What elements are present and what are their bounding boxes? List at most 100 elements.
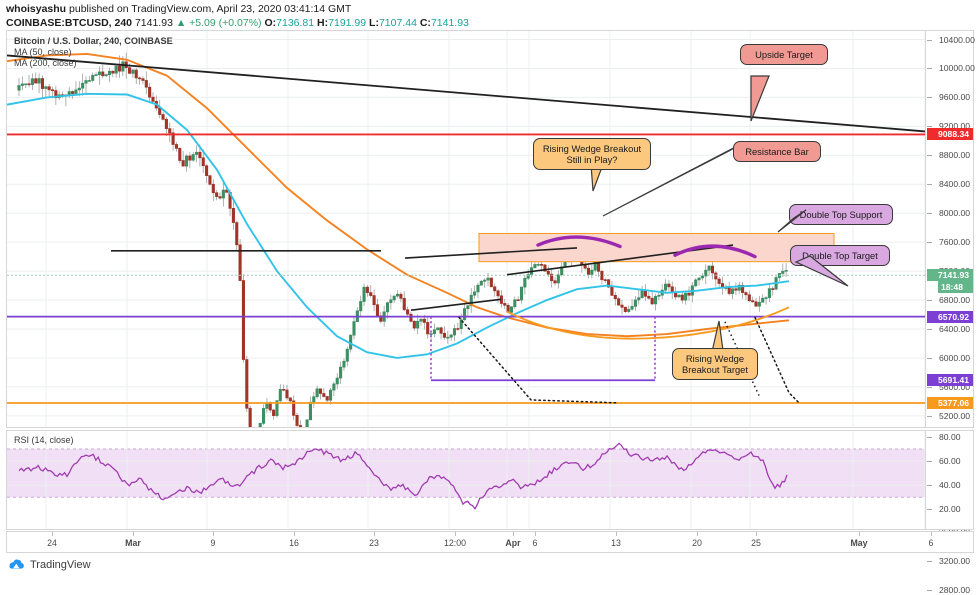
price-axis[interactable]: 10400.00 10000.00 9600.00 9200.00 8800.00 840… — [926, 30, 975, 595]
rsi-pane[interactable]: RSI (14, close) — [6, 430, 926, 530]
rsi-legend: RSI (14, close) — [14, 435, 74, 445]
symbol-label: COINBASE:BTCUSD, 240 — [6, 16, 133, 29]
time-tick — [697, 532, 698, 536]
rsi-tick — [927, 485, 932, 487]
rsi-tick-label: 60.00 — [939, 456, 961, 467]
annotation-double-top-support[interactable]: Double Top Support — [789, 204, 893, 225]
price-tick — [927, 213, 932, 215]
rsi-tick — [927, 461, 932, 463]
price-badge-wedge-target-price[interactable]: 5377.06 — [927, 397, 973, 410]
time-tick-label: 25 — [751, 538, 761, 548]
time-tick — [374, 532, 375, 536]
time-tick-label: 23 — [369, 538, 379, 548]
price-chart-pane[interactable]: Bitcoin / U.S. Dollar, 240, COINBASE MA … — [6, 30, 926, 428]
rsi-tick-label: 20.00 — [939, 504, 961, 515]
change-arrow-icon: ▲ — [175, 16, 187, 29]
ma200-legend: MA (200, close) — [14, 58, 77, 68]
price-tick-label: 10000.00 — [939, 63, 975, 74]
time-tick-label: Mar — [125, 538, 141, 548]
time-tick-label: 6 — [532, 538, 538, 548]
close-value: 7141.93 — [430, 16, 469, 29]
price-tick — [927, 357, 932, 359]
price-tick — [927, 97, 932, 99]
price-tick — [927, 560, 932, 562]
time-tick-label: 24 — [47, 538, 57, 548]
price-tick-label: 8000.00 — [939, 208, 971, 219]
price-tick — [927, 184, 932, 186]
publish-info: published on TradingView.com, April 23, … — [69, 3, 352, 15]
annotation-upside-target[interactable]: Upside Target — [740, 44, 828, 65]
rsi-tick-label: 80.00 — [939, 432, 961, 442]
price-tick — [927, 39, 932, 41]
price-tick-label: 3200.00 — [939, 555, 971, 566]
price-tick-label: 5600.00 — [939, 381, 971, 392]
header-quote-line: COINBASE:BTCUSD, 240 7141.93 ▲ +5.09 (+0… — [6, 17, 469, 30]
price-badge-upside-target-price[interactable]: 9088.34 — [927, 128, 973, 141]
close-label: C: — [419, 16, 431, 29]
price-badge-last-price[interactable]: 7141.93 — [927, 269, 973, 282]
price-tick — [927, 155, 932, 157]
tradingview-logo-icon — [9, 559, 24, 569]
last-price-value: 7141.93 — [134, 16, 173, 29]
time-tick-label: May — [850, 538, 868, 548]
price-tick-label: 6400.00 — [939, 324, 971, 334]
rsi-axis[interactable]: 80.00 60.00 40.00 20.00 — [926, 430, 974, 530]
price-tick — [927, 386, 932, 388]
price-tick-label: 9200.00 — [939, 121, 971, 132]
time-tick — [133, 532, 134, 536]
price-change: +5.09 (+0.07%) — [189, 16, 262, 29]
time-tick — [616, 532, 617, 536]
time-tick — [213, 532, 214, 536]
price-tick-label: 8800.00 — [939, 150, 971, 161]
time-tick-label: 20 — [692, 538, 702, 548]
price-tick-label: 5200.00 — [939, 410, 971, 421]
tradingview-footer: TradingView — [8, 558, 91, 571]
time-tick — [513, 532, 514, 536]
annotation-rising-wedge-breakout[interactable]: Rising Wedge Breakout Still in Play? — [533, 138, 651, 170]
price-badge-double-top-target-price[interactable]: 5691.41 — [927, 374, 973, 387]
open-value: 7136.81 — [276, 16, 315, 29]
price-tick — [927, 589, 932, 591]
time-axis[interactable]: 24 Mar 9 16 23 12:00 Apr 6 13 20 25 May 6 — [6, 531, 974, 553]
price-tick-label: 6000.00 — [939, 352, 971, 363]
time-tick — [535, 532, 536, 536]
time-tick-label: Apr — [505, 538, 521, 548]
rsi-canvas — [7, 431, 925, 529]
chart-header: whoisyashu published on TradingView.com,… — [6, 3, 469, 29]
price-tick-label: 6800.00 — [939, 295, 971, 306]
time-tick — [52, 532, 53, 536]
price-tick — [927, 329, 932, 330]
high-value: 7191.99 — [328, 16, 367, 29]
annotation-wedge-breakout-target[interactable]: Rising Wedge Breakout Target — [672, 348, 758, 380]
high-label: H: — [317, 16, 329, 29]
chart-title: Bitcoin / U.S. Dollar, 240, COINBASE — [14, 36, 173, 46]
annotation-resistance-bar[interactable]: Resistance Bar — [733, 141, 821, 162]
open-label: O: — [264, 16, 277, 29]
price-tick — [927, 126, 932, 128]
time-tick-label: 9 — [210, 538, 216, 548]
tradingview-chart-screenshot: whoisyashu published on TradingView.com,… — [6, 3, 975, 595]
price-tick-label: 8400.00 — [939, 179, 971, 190]
annotation-double-top-target[interactable]: Double Top Target — [790, 245, 890, 266]
price-tick — [927, 242, 932, 244]
price-tick-label: 9600.00 — [939, 92, 971, 103]
price-tick-label: 10400.00 — [939, 34, 975, 45]
price-tick — [927, 68, 932, 70]
author-name: whoisyashu — [6, 3, 67, 15]
price-tick — [927, 415, 932, 417]
time-tick-label: 13 — [611, 538, 621, 548]
ma50-legend: MA (50, close) — [14, 47, 72, 57]
price-tick — [927, 300, 932, 302]
low-label: L: — [369, 16, 379, 29]
rsi-tick-label: 40.00 — [939, 480, 961, 491]
header-publish-line: whoisyashu published on TradingView.com,… — [6, 3, 469, 16]
rsi-tick — [927, 509, 932, 511]
time-tick — [294, 532, 295, 536]
time-tick-label: 12:00 — [443, 538, 467, 548]
price-tick-label: 7600.00 — [939, 237, 971, 248]
price-badge-double-top-support-price[interactable]: 6570.92 — [927, 310, 973, 323]
low-value: 7107.44 — [378, 16, 417, 29]
price-badge-countdown[interactable]: 18:48 — [938, 281, 973, 294]
time-tick — [756, 532, 757, 536]
time-tick-label: 16 — [289, 538, 299, 548]
